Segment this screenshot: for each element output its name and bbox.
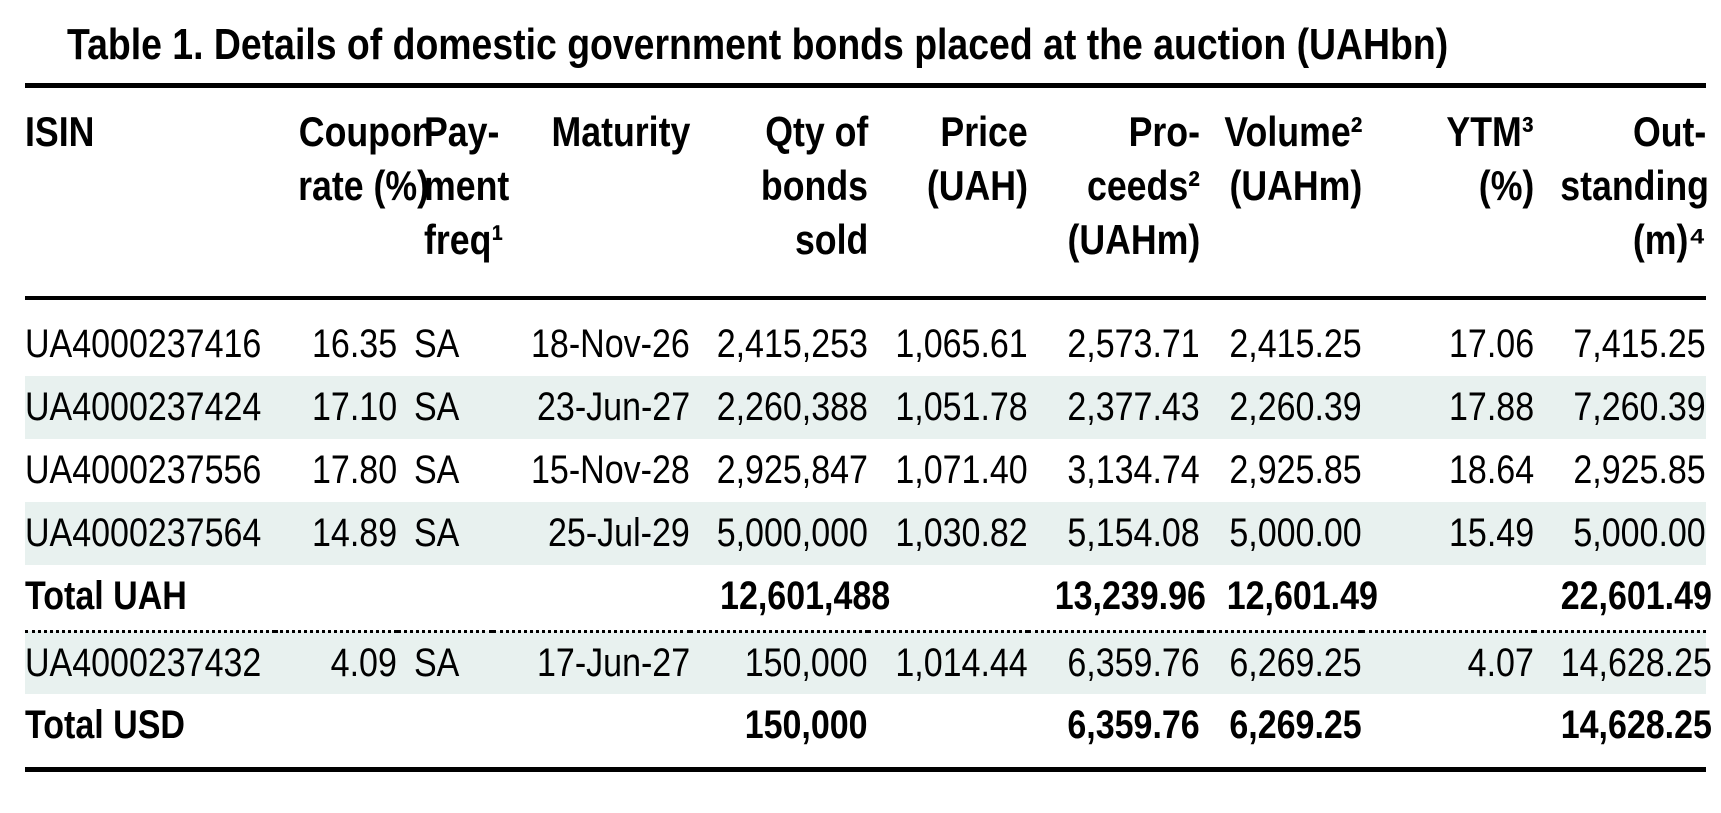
column-header-qty-sold: Qty of bonds sold [690,88,868,300]
column-header-ytm: YTM³ (%) [1362,88,1534,300]
cell-qty-sold: 150,000 [690,631,868,694]
cell-outstanding: 22,601.49 [1560,574,1712,618]
cell-volume: 2,415.25 [1229,322,1362,366]
cell-isin: UA4000237432 [25,631,275,694]
cell-ytm [1362,565,1534,628]
table-title-text: Table 1. Details of domestic government … [67,20,1449,69]
cell-outstanding: 14,628.25 [1560,703,1712,747]
cell-payment-freq [397,565,493,628]
cell-proceeds: 6,359.76 [1028,631,1200,694]
cell-maturity: 25-Jul-29 [493,502,690,565]
cell-ytm: 18.64 [1448,448,1534,492]
cell-coupon-rate [275,565,397,628]
header-row: ISIN Coupon rate (%) Pay- ment freq¹ Mat… [25,88,1709,300]
row-bond-3: UA4000237564 14.89 SA 25-Jul-29 5,000,00… [25,502,1706,565]
cell-payment-freq: SA [414,322,460,366]
cell-maturity: 18-Nov-26 [531,322,690,366]
cell-qty-sold: 2,415,253 [716,322,868,366]
cell-volume: 2,925.85 [1229,448,1362,492]
cell-coupon-rate: 14.89 [275,502,397,565]
cell-isin: UA4000237424 [25,376,275,439]
cell-payment-freq [397,694,493,757]
cell-ytm: 15.49 [1362,502,1534,565]
top-rule [25,83,1706,88]
bottom-rule [25,767,1706,772]
column-header-price: Price (UAH) [868,88,1028,300]
cell-qty-sold: 2,925,847 [716,448,868,492]
cell-payment-freq: SA [397,376,493,439]
cell-total-label: Total USD [25,703,185,747]
cell-isin: UA4000237556 [25,448,262,492]
row-total-usd: Total USD 150,000 6,359.76 6,269.25 14,6… [25,694,1712,757]
row-bond-0: UA4000237416 16.35 SA 18-Nov-26 2,415,25… [25,313,1706,376]
cell-proceeds: 2,573.71 [1067,322,1200,366]
cell-outstanding: 5,000.00 [1534,502,1706,565]
cell-ytm [1362,694,1534,757]
cell-outstanding: 7,260.39 [1534,376,1706,439]
cell-qty-sold: 150,000 [745,703,868,747]
row-bond-2: UA4000237556 17.80 SA 15-Nov-28 2,925,84… [25,439,1706,502]
cell-coupon-rate [275,694,397,757]
column-header-isin: ISIN [25,88,275,300]
cell-payment-freq: SA [397,502,493,565]
dotted-separator [25,628,1706,633]
cell-price: 1,071.40 [895,448,1028,492]
cell-volume: 6,269.25 [1200,631,1362,694]
row-bond-usd: UA4000237432 4.09 SA 17-Jun-27 150,000 1… [25,631,1712,694]
cell-volume: 6,269.25 [1229,703,1362,747]
column-header-payment-freq: Pay- ment freq¹ [397,88,509,300]
cell-qty-sold: 12,601,488 [720,574,891,618]
cell-isin: UA4000237564 [25,502,275,565]
cell-payment-freq: SA [397,631,493,694]
cell-price [868,694,1028,757]
cell-coupon-rate: 17.80 [311,448,397,492]
cell-qty-sold: 5,000,000 [690,502,868,565]
cell-coupon-rate: 16.35 [311,322,397,366]
column-header-volume: Volume² (UAHm) [1200,88,1363,300]
column-header-maturity: Maturity [493,88,690,300]
cell-maturity: 17-Jun-27 [493,631,690,694]
column-header-outstanding: Out- standing (m)⁴ [1534,88,1709,300]
cell-price [868,565,1028,628]
column-header-coupon-rate: Coupon rate (%) [275,88,434,300]
column-header-proceeds: Pro- ceeds² (UAHm) [1028,88,1200,300]
cell-ytm: 17.88 [1362,376,1534,439]
table-body: UA4000237416 16.35 SA 18-Nov-26 2,415,25… [25,298,1712,757]
table-header: ISIN Coupon rate (%) Pay- ment freq¹ Mat… [25,88,1709,300]
header-gap-row [25,298,1706,313]
cell-ytm: 17.06 [1448,322,1534,366]
cell-payment-freq: SA [414,448,460,492]
cell-maturity [493,694,690,757]
cell-outstanding: 2,925.85 [1573,448,1706,492]
cell-proceeds: 5,154.08 [1028,502,1200,565]
cell-total-label: Total UAH [25,574,187,618]
cell-coupon-rate: 17.10 [275,376,397,439]
document-page: Table 1. Details of domestic government … [0,20,1721,813]
cell-price: 1,051.78 [868,376,1028,439]
cell-qty-sold: 2,260,388 [690,376,868,439]
cell-maturity: 15-Nov-28 [531,448,690,492]
cell-maturity: 23-Jun-27 [493,376,690,439]
cell-price: 1,030.82 [868,502,1028,565]
row-bond-1: UA4000237424 17.10 SA 23-Jun-27 2,260,38… [25,376,1706,439]
cell-isin: UA4000237416 [25,322,262,366]
cell-outstanding: 7,415.25 [1573,322,1706,366]
cell-volume: 2,260.39 [1200,376,1362,439]
cell-price: 1,065.61 [895,322,1028,366]
cell-proceeds: 13,239.96 [1054,574,1206,618]
cell-price: 1,014.44 [868,631,1028,694]
cell-coupon-rate: 4.09 [275,631,397,694]
cell-outstanding: 14,628.25 [1534,631,1712,694]
cell-volume: 12,601.49 [1226,574,1378,618]
bonds-table: ISIN Coupon rate (%) Pay- ment freq¹ Mat… [25,88,1712,757]
cell-proceeds: 6,359.76 [1067,703,1200,747]
cell-ytm: 4.07 [1362,631,1534,694]
cell-proceeds: 3,134.74 [1067,448,1200,492]
cell-maturity [493,565,690,628]
table-title: Table 1. Details of domestic government … [67,20,1721,70]
row-total-uah: Total UAH 12,601,488 13,239.96 12,601.49… [25,565,1712,628]
cell-proceeds: 2,377.43 [1028,376,1200,439]
cell-volume: 5,000.00 [1200,502,1362,565]
